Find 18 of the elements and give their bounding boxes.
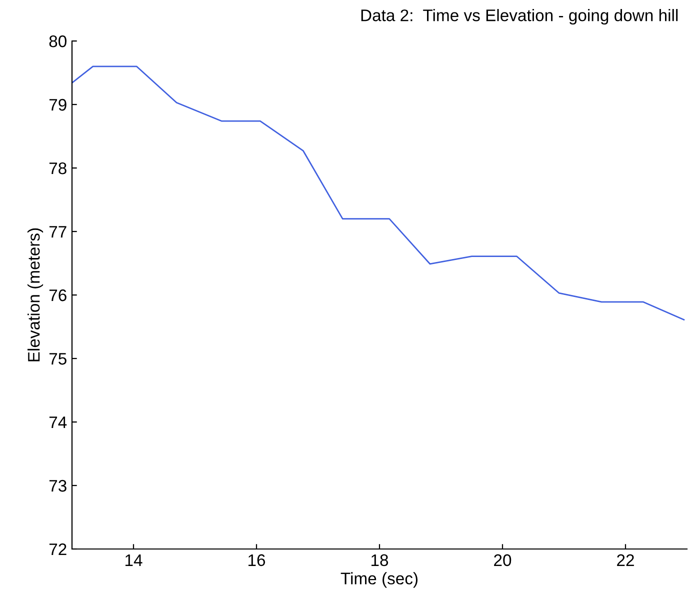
y-tick-label: 77 xyxy=(49,226,66,238)
y-tick-label: 75 xyxy=(49,353,66,365)
y-tick-label: 80 xyxy=(49,35,66,48)
y-tick-label: 78 xyxy=(49,162,66,174)
y-tick-label: 79 xyxy=(49,98,66,111)
x-tick-label: 22 xyxy=(617,554,634,566)
chart-title: Data 2: Time vs Elevation - going down hill xyxy=(361,9,678,25)
x-axis-title: Time (sec) xyxy=(340,572,418,588)
y-axis-title: Elevation (meters) xyxy=(28,228,44,362)
x-tick-label: 14 xyxy=(126,554,142,566)
x-tick-label: 18 xyxy=(372,554,388,566)
y-tick-label: 73 xyxy=(49,480,66,492)
x-tick-label: 16 xyxy=(248,554,266,566)
y-tick-label: 74 xyxy=(49,416,67,428)
y-tick-label: 76 xyxy=(49,289,66,302)
y-tick-label: 72 xyxy=(49,543,66,556)
x-tick-label: 20 xyxy=(494,554,512,566)
line-series xyxy=(72,66,685,320)
